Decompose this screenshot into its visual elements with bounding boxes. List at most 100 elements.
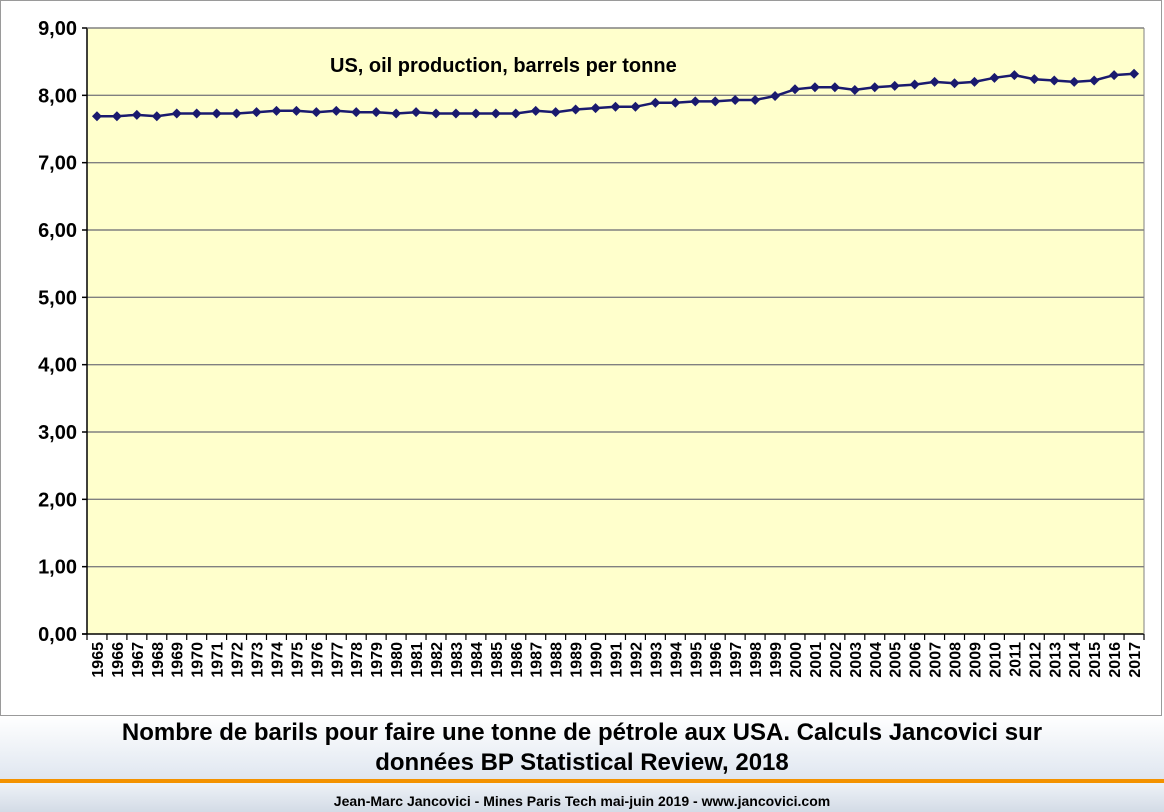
data-point: [989, 72, 1000, 83]
footer-background: [0, 783, 1164, 812]
y-tick-label: 3,00: [38, 422, 77, 444]
y-tick-label: 1,00: [38, 557, 77, 579]
data-point: [371, 107, 382, 118]
data-point: [929, 76, 940, 87]
data-point: [510, 108, 521, 119]
x-tick-label: 1985: [489, 642, 506, 678]
x-tick-label: 2002: [828, 642, 845, 678]
x-tick-label: 1991: [609, 642, 626, 678]
data-point: [171, 108, 182, 119]
data-point: [770, 91, 781, 102]
data-point: [730, 95, 741, 106]
data-point: [550, 107, 561, 118]
x-tick-label: 1992: [628, 642, 645, 678]
data-point: [610, 101, 621, 112]
data-point: [1029, 74, 1040, 85]
data-point: [789, 84, 800, 95]
x-tick-label: 1988: [549, 642, 566, 678]
x-tick-label: 1980: [389, 642, 406, 678]
x-tick-label: 1999: [768, 642, 785, 678]
x-tick-label: 2003: [848, 642, 865, 678]
data-point: [750, 95, 761, 106]
data-point: [869, 82, 880, 93]
x-tick-label: 1979: [369, 642, 386, 678]
x-tick-label: 1969: [170, 642, 187, 678]
y-tick-label: 0,00: [38, 624, 77, 646]
y-tick-label: 9,00: [38, 18, 77, 40]
x-tick-label: 1977: [329, 642, 346, 678]
data-point: [311, 107, 322, 118]
data-point: [630, 101, 641, 112]
data-point: [670, 97, 681, 108]
data-point: [131, 109, 142, 120]
x-tick-label: 2013: [1047, 642, 1064, 678]
x-tick-label: 1990: [589, 642, 606, 678]
x-tick-label: 2006: [908, 642, 925, 678]
data-point: [809, 82, 820, 93]
data-point: [909, 79, 920, 90]
y-tick-label: 8,00: [38, 85, 77, 107]
caption-line-2: données BP Statistical Review, 2018: [375, 749, 789, 776]
data-point: [849, 84, 860, 95]
caption-line-1: Nombre de barils pour faire une tonne de…: [121, 719, 1043, 746]
x-tick-label: 1970: [190, 642, 207, 678]
x-tick-label: 2015: [1087, 642, 1104, 678]
x-tick-label: 1974: [269, 642, 286, 678]
x-tick-label: 1967: [130, 642, 147, 678]
x-tick-label: 2012: [1027, 642, 1044, 678]
data-point: [710, 96, 721, 107]
data-point: [450, 108, 461, 119]
data-point: [351, 107, 362, 118]
data-point: [949, 78, 960, 89]
data-point: [331, 105, 342, 116]
x-tick-label: 1998: [748, 642, 765, 678]
y-tick-label: 4,00: [38, 355, 77, 377]
caption-background: [0, 716, 1164, 780]
line-chart: 0,00 1,00 2,00 3,00 4,00 5,00 6,00 7,00 8,00 9,00…: [38, 18, 1145, 678]
x-tick-label: 1996: [708, 642, 725, 678]
x-tick-label: 1965: [90, 642, 107, 678]
y-tick-label: 7,00: [38, 153, 77, 175]
data-point: [829, 82, 840, 93]
x-tick-label: 1978: [349, 642, 366, 678]
orange-divider: [0, 779, 1164, 783]
data-point: [530, 105, 541, 116]
data-point: [1089, 75, 1100, 86]
data-point: [431, 108, 442, 119]
x-tick-label: 1989: [569, 642, 586, 678]
data-point: [291, 105, 302, 116]
x-tick-label: 2014: [1067, 642, 1084, 678]
x-tick-label: 1976: [309, 642, 326, 678]
data-point: [590, 103, 601, 114]
x-tick-label: 2001: [808, 642, 825, 678]
data-point: [1009, 70, 1020, 81]
x-tick-label: 2009: [967, 642, 984, 678]
x-tick-label: 2008: [948, 642, 965, 678]
x-tick-label: 2004: [868, 642, 885, 678]
series-production: [91, 68, 1140, 122]
x-tick-label: 2011: [1007, 642, 1024, 677]
data-point: [570, 104, 581, 115]
x-tick-label: 1966: [110, 642, 127, 678]
data-point: [969, 76, 980, 87]
y-tick-label: 6,00: [38, 220, 77, 242]
x-tick-label: 2010: [987, 642, 1004, 678]
plot-area: [87, 28, 1144, 634]
x-tick-label: 1972: [230, 642, 247, 678]
x-tick-label: 2005: [888, 642, 905, 678]
figure-caption: Nombre de barils pour faire une tonne de…: [0, 718, 1164, 778]
x-tick-label: 1997: [728, 642, 745, 678]
data-point: [1049, 75, 1060, 86]
x-tick-label: 1984: [469, 642, 486, 678]
axes: [82, 27, 1145, 640]
x-tick-label: 2000: [788, 642, 805, 678]
data-point: [650, 97, 661, 108]
chart-annotation: US, oil production, barrels per tonne: [330, 55, 677, 77]
data-point: [251, 107, 262, 118]
x-tick-label: 2017: [1127, 642, 1144, 678]
x-tick-label: 1995: [688, 642, 705, 678]
data-point: [271, 105, 282, 116]
footer-credit: Jean-Marc Jancovici - Mines Paris Tech m…: [333, 793, 831, 809]
x-tick-label: 1975: [289, 642, 306, 678]
data-point: [411, 107, 422, 118]
